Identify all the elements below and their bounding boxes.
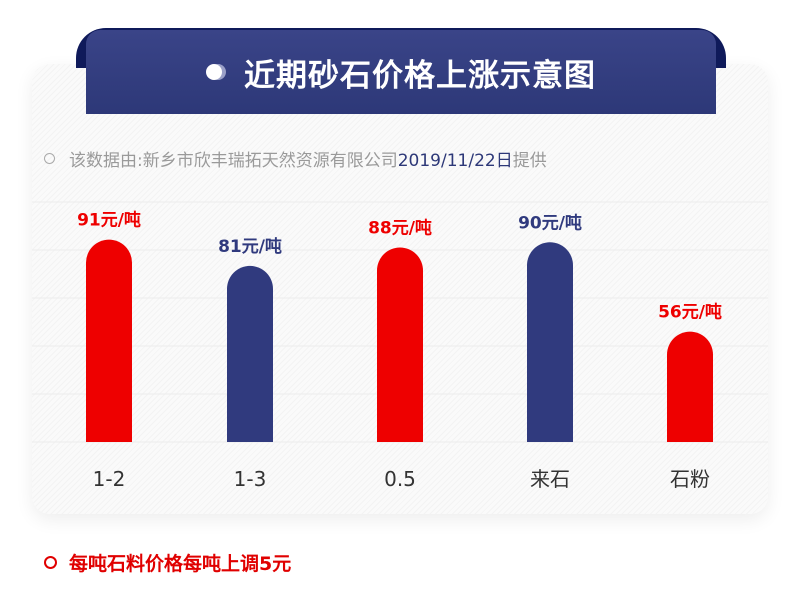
source-prefix: 该数据由:新乡市欣丰瑞拓天然资源有限公司 <box>69 151 398 171</box>
x-tick-label: 0.5 <box>384 467 416 491</box>
footnote-text: 每吨石料价格每吨上调5元 <box>69 553 292 575</box>
data-label: 88元/吨 <box>368 218 432 239</box>
x-tick-label: 来石 <box>530 467 570 491</box>
page-title: 近期砂石价格上涨示意图 <box>244 57 596 94</box>
bar <box>667 331 713 442</box>
circle-bullet-icon <box>44 556 57 569</box>
x-tick-label: 1-3 <box>234 467 267 491</box>
data-label: 90元/吨 <box>518 212 582 233</box>
source-line: 该数据由:新乡市欣丰瑞拓天然资源有限公司 2019/11/22日 提供 <box>44 146 547 171</box>
footnote: 每吨石料价格每吨上调5元 <box>44 549 291 576</box>
x-tick-label: 石粉 <box>670 467 710 491</box>
source-date: 2019/11/22日 <box>397 151 513 171</box>
data-label: 81元/吨 <box>218 236 282 257</box>
bar <box>227 265 273 442</box>
title-banner: 近期砂石价格上涨示意图 <box>86 30 716 114</box>
data-label: 91元/吨 <box>77 210 141 231</box>
bar <box>527 242 573 442</box>
source-suffix: 提供 <box>512 151 547 171</box>
bullet-dot-icon <box>206 64 222 80</box>
data-label: 56元/吨 <box>658 302 722 323</box>
bar <box>86 239 132 442</box>
bar <box>377 247 423 442</box>
x-tick-label: 1-2 <box>93 467 126 491</box>
circle-bullet-icon <box>44 153 55 164</box>
